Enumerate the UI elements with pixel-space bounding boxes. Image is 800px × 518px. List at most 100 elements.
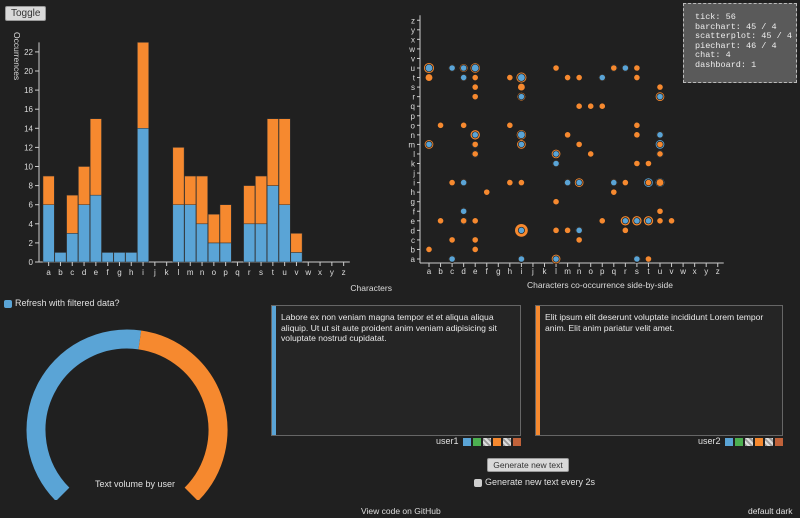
scatter-chart: a b c d e f g h i j k l m n o p q r s t u v w x y zabcdefghijklmn…: [408, 15, 724, 290]
y-tick-label: 0: [29, 258, 34, 267]
cooccurrence-point: [460, 179, 468, 187]
stats-line: barchart: 45 / 4: [695, 21, 777, 32]
x-tick-label: p: [223, 268, 228, 277]
user1-color-swatch[interactable]: [473, 437, 481, 446]
cooccurrence-point: [506, 74, 514, 82]
bar-user1: [125, 252, 138, 263]
cooccurrence-point: [483, 188, 491, 196]
x-tick-label: o: [588, 267, 593, 276]
y-tick-label: 20: [24, 67, 33, 76]
cooccurrence-point: [633, 74, 641, 82]
cooccurrence-point: [437, 121, 445, 129]
cooccurrence-point: [448, 179, 456, 187]
x-tick-label: f: [486, 267, 489, 276]
bar-user2: [137, 42, 149, 129]
github-link[interactable]: View code on GitHub: [361, 506, 441, 516]
y-tick-label: n: [411, 131, 415, 140]
auto-generate-toggle[interactable]: Generate new text every 2s: [474, 477, 595, 487]
cooccurrence-point: [552, 198, 560, 206]
y-tick-label: e: [411, 217, 416, 226]
bar-user2: [219, 204, 232, 244]
user2-color-swatch[interactable]: [765, 437, 773, 446]
user1-color-swatch[interactable]: [513, 437, 521, 446]
x-tick-label: u: [658, 267, 662, 276]
bar-user2: [196, 175, 208, 225]
bar-user2: [89, 118, 102, 196]
x-tick-label: l: [555, 267, 557, 276]
user2-color-swatch[interactable]: [735, 437, 743, 446]
stats-line: dashboard: 1: [695, 59, 757, 70]
cooccurrence-point: [424, 63, 434, 73]
cooccurrence-point: [517, 140, 525, 148]
cooccurrence-point: [471, 150, 479, 158]
user1-color-swatch[interactable]: [463, 437, 471, 446]
bar-user1: [66, 233, 79, 263]
user2-color-swatch[interactable]: [725, 437, 733, 446]
user2-name: user2: [697, 436, 721, 446]
x-tick-label: b: [58, 268, 63, 277]
x-tick-label: w: [679, 267, 686, 276]
x-tick-label: g: [117, 268, 121, 277]
y-tick-label: d: [411, 226, 415, 235]
x-tick-label: j: [531, 267, 534, 276]
cooccurrence-point: [471, 131, 479, 139]
x-tick-label: u: [282, 268, 286, 277]
stats-panel: tick: 56 barchart: 45 / 4 scatterplot: 4…: [683, 3, 797, 83]
refresh-checkbox[interactable]: [4, 299, 12, 308]
cooccurrence-point: [552, 226, 560, 234]
toggle-button[interactable]: Toggle: [5, 6, 47, 21]
cooccurrence-point: [564, 226, 572, 234]
user1-color-swatch[interactable]: [493, 437, 501, 446]
user1-name: user1: [435, 436, 459, 446]
x-tick-label: y: [704, 267, 708, 276]
x-tick-label: p: [600, 267, 605, 276]
bar-user1: [54, 252, 67, 263]
user2-color-swatch[interactable]: [745, 437, 753, 446]
y-tick-label: z: [411, 16, 415, 25]
user2-color-swatch[interactable]: [755, 437, 763, 446]
x-tick-label: h: [508, 267, 512, 276]
cooccurrence-point: [668, 217, 676, 225]
theme-default-link[interactable]: default: [748, 506, 774, 516]
generate-text-button[interactable]: Generate new text: [487, 458, 569, 472]
cooccurrence-point: [460, 64, 468, 72]
cooccurrence-point: [633, 121, 641, 129]
x-tick-label: k: [543, 267, 548, 276]
stats-line: tick: 56: [695, 12, 736, 22]
x-tick-label: m: [187, 268, 194, 277]
x-tick-label: j: [153, 268, 156, 277]
user2-footer: user2: [680, 436, 783, 446]
user1-color-swatch[interactable]: [483, 437, 491, 446]
cooccurrence-point: [471, 217, 479, 225]
y-tick-label: v: [411, 54, 415, 63]
cooccurrence-point: [644, 255, 652, 263]
x-tick-label: v: [670, 267, 674, 276]
cooccurrence-point: [460, 121, 468, 129]
y-tick-label: w: [408, 45, 415, 54]
cooccurrence-point: [471, 93, 479, 101]
user2-color-bar: [536, 306, 540, 435]
bar-user1: [137, 128, 149, 263]
user1-color-swatch[interactable]: [503, 437, 511, 446]
text-volume-gauge: [26, 329, 228, 500]
y-tick-label: 16: [24, 105, 33, 114]
bar-user1: [278, 204, 291, 263]
y-tick-label: 14: [24, 124, 33, 133]
cooccurrence-point: [471, 245, 479, 253]
cooccurrence-point: [575, 140, 583, 148]
x-tick-label: r: [248, 268, 251, 277]
refresh-toggle[interactable]: Refresh with filtered data?: [4, 298, 120, 308]
cooccurrence-point: [552, 150, 560, 158]
cooccurrence-point: [656, 140, 664, 148]
x-tick-label: q: [612, 267, 616, 276]
x-tick-label: r: [624, 267, 627, 276]
cooccurrence-point: [517, 73, 526, 82]
auto-generate-checkbox[interactable]: [474, 478, 482, 487]
x-tick-label: c: [450, 267, 454, 276]
bar-user2: [42, 175, 55, 205]
theme-switcher: default dark: [748, 506, 792, 516]
cooccurrence-point: [424, 73, 434, 82]
user2-color-swatch[interactable]: [775, 437, 783, 446]
x-tick-label: a: [46, 268, 51, 277]
theme-dark-link[interactable]: dark: [775, 506, 793, 516]
